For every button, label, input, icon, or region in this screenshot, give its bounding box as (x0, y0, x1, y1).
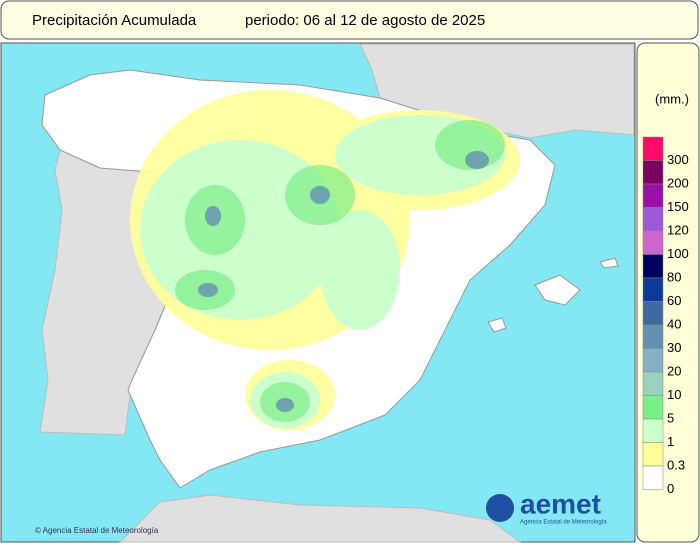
legend-swatch (642, 277, 664, 302)
legend-swatch (642, 230, 664, 255)
ibiza (487, 317, 507, 333)
legend-label: 5 (667, 410, 674, 425)
period: periodo: 06 al 12 de agosto de 2025 (245, 12, 485, 29)
legend-label: 20 (667, 363, 681, 378)
legend-label: 300 (667, 152, 689, 167)
legend-label: 60 (667, 293, 681, 308)
legend-label: 200 (667, 175, 689, 190)
header-box (0, 0, 699, 40)
legend-swatch (642, 136, 664, 161)
rain-area (205, 206, 221, 226)
legend-swatch (642, 301, 664, 326)
legend-label: 10 (667, 387, 681, 402)
legend-unit: (mm.) (655, 91, 689, 106)
logo-name: aemet (520, 488, 601, 519)
legend: 300 200 150 120 100 80 60 40 30 20 10 5 1 0.3 0 (642, 136, 689, 496)
rain-30 (198, 151, 489, 412)
legend-swatch (642, 348, 664, 373)
legend-swatch (642, 254, 664, 279)
legend-swatch (642, 465, 664, 490)
legend-swatch (642, 160, 664, 185)
legend-swatch (642, 442, 664, 467)
legend-swatch (642, 183, 664, 208)
legend-label: 1 (667, 434, 674, 449)
legend-label: 40 (667, 316, 681, 331)
legend-label: 0.3 (667, 457, 685, 472)
legend-label: 0 (667, 481, 674, 496)
legend-label: 120 (667, 222, 689, 237)
legend-label: 30 (667, 340, 681, 355)
credit: © Agencia Estatal de Meteorología (35, 526, 159, 535)
logo-subtitle: Agencia Estatal de Meteorología (520, 520, 607, 526)
rain-area (276, 398, 294, 412)
legend-swatch (642, 395, 664, 420)
rain-area (310, 186, 330, 204)
logo-icon (486, 494, 514, 522)
rain-area (198, 283, 218, 297)
title: Precipitación Acumulada (32, 12, 197, 29)
legend-label: 150 (667, 199, 689, 214)
legend-swatch (642, 324, 664, 349)
mallorca (534, 274, 581, 306)
legend-swatch (642, 207, 664, 232)
legend-label: 100 (667, 246, 689, 261)
menorca (599, 257, 619, 269)
rain-area (465, 151, 489, 169)
legend-swatch (642, 371, 664, 396)
rain-area (320, 210, 400, 330)
africa (118, 494, 522, 543)
legend-label: 80 (667, 269, 681, 284)
legend-swatch (642, 418, 664, 443)
